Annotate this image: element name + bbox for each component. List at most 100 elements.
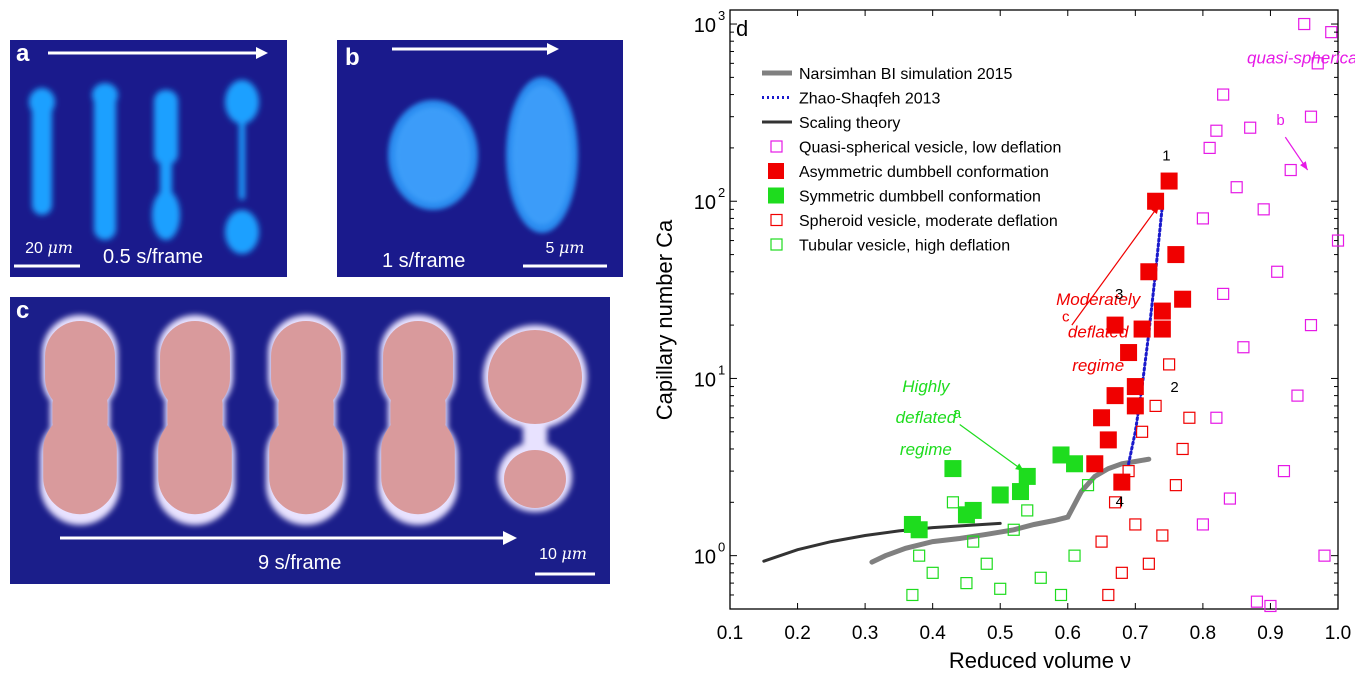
data-point-tubular-vesicle-high-deflation [967,535,980,548]
panel-b: b 5 μm 1 s/frame [337,40,623,277]
annotation-text: 2 [1170,379,1178,396]
data-point-spheroid-vesicle-moderate-deflation [1156,529,1169,542]
data-point-symmetric-dumbbell-conformation [991,486,1009,504]
data-point-quasi-spherical-vesicle-low-deflation [1250,595,1264,608]
legend-filled-square-icon [768,187,784,204]
data-point-symmetric-dumbbell-conformation [964,501,982,519]
data-point-tubular-vesicle-high-deflation [913,549,926,562]
data-point-asymmetric-dumbbell-conformation [1126,378,1144,396]
panel-c-label: c [16,297,30,324]
data-point-asymmetric-dumbbell-conformation [1099,431,1117,449]
x-tick-label: 0.8 [1190,623,1216,644]
data-point-tubular-vesicle-high-deflation [994,582,1007,595]
x-tick-label: 0.1 [717,623,743,644]
data-point-spheroid-vesicle-moderate-deflation [1135,425,1149,438]
data-point-tubular-vesicle-high-deflation [960,577,973,590]
data-point-spheroid-vesicle-moderate-deflation [1183,411,1196,424]
legend: Narsimhan BI simulation 2015 Zhao-Shaqfeh… [762,66,1061,255]
legend-label: Tubular vesicle, high deflation [799,238,1010,255]
panel-b-scale-value: 5 [545,240,555,257]
panel-c-scale-label: 10 μm [528,544,598,564]
data-point-symmetric-dumbbell-conformation [910,521,928,539]
y-tick-label: 10 [694,369,716,391]
annotation-text: deflated [896,408,957,427]
annotation-arrowhead [1151,205,1159,214]
data-point-quasi-spherical-vesicle-low-deflation [1210,411,1223,424]
annotation-text: regime [1072,356,1124,375]
panel-b-frame-rate: 1 s/frame [382,250,466,272]
data-point-quasi-spherical-vesicle-low-deflation [1331,234,1345,247]
legend-label: Scaling theory [799,115,900,132]
data-point-spheroid-vesicle-moderate-deflation [1108,496,1122,509]
data-point-tubular-vesicle-high-deflation [1007,523,1020,536]
data-point-tubular-vesicle-high-deflation [1054,588,1068,602]
panel-a-image [14,47,268,268]
data-point-quasi-spherical-vesicle-low-deflation [1210,124,1223,137]
legend-label: Narsimhan BI simulation 2015 [799,66,1013,83]
data-point-asymmetric-dumbbell-conformation [1167,246,1185,264]
data-point-spheroid-vesicle-moderate-deflation [1102,588,1115,602]
data-point-asymmetric-dumbbell-conformation [1106,387,1124,405]
data-point-spheroid-vesicle-moderate-deflation [1095,535,1108,548]
data-point-spheroid-vesicle-moderate-deflation [1142,557,1155,570]
data-point-quasi-spherical-vesicle-low-deflation [1217,287,1230,300]
annotation-arrowhead [1015,463,1024,472]
plot-frame [729,9,1339,610]
data-point-asymmetric-dumbbell-conformation [1147,192,1165,210]
data-point-tubular-vesicle-high-deflation [1081,479,1095,492]
annotation-text: 4 [1116,493,1124,510]
y-tick-exponent: 2 [718,185,725,200]
panel-a-scale-unit: μm [47,238,73,257]
annotation-text: 3 [1115,286,1123,303]
data-point-quasi-spherical-vesicle-low-deflation [1304,319,1318,332]
legend-filled-square-icon [768,163,784,179]
data-point-quasi-spherical-vesicle-low-deflation [1298,17,1311,31]
panel-a-scale-label: 20 μm [14,238,84,258]
data-point-tubular-vesicle-high-deflation [926,566,939,579]
panel-d-label: d [736,16,748,41]
x-tick-label: 0.2 [784,623,810,644]
data-point-quasi-spherical-vesicle-low-deflation [1277,465,1291,478]
data-point-symmetric-dumbbell-conformation [1052,446,1070,464]
series-line-scaling-theory [762,521,1002,563]
annotation-text: b [1276,112,1284,129]
panel-b-scale-unit: μm [558,238,585,257]
data-point-quasi-spherical-vesicle-low-deflation [1284,163,1297,177]
annotation-arrow [959,423,1025,472]
annotation-text: deflated [1068,323,1129,342]
data-point-quasi-spherical-vesicle-low-deflation [1223,492,1237,505]
legend-label: Quasi-spherical vesicle, low deflation [799,140,1061,157]
data-point-quasi-spherical-vesicle-low-deflation [1244,121,1257,134]
data-point-spheroid-vesicle-moderate-deflation [1176,442,1189,456]
data-point-quasi-spherical-vesicle-low-deflation [1257,203,1270,216]
data-point-quasi-spherical-vesicle-low-deflation [1196,518,1209,531]
data-point-tubular-vesicle-high-deflation [1068,549,1081,562]
data-point-spheroid-vesicle-moderate-deflation [1169,479,1182,492]
data-point-spheroid-vesicle-moderate-deflation [1163,358,1176,371]
data-point-asymmetric-dumbbell-conformation [1133,320,1151,338]
annotation-text: a [953,405,962,422]
data-point-quasi-spherical-vesicle-low-deflation [1264,599,1277,613]
panel-c-scale-value: 10 [539,546,557,563]
annotation-text: c [1062,308,1070,325]
data-point-tubular-vesicle-high-deflation [1034,571,1047,584]
data-point-tubular-vesicle-high-deflation [946,496,960,509]
x-tick-label: 0.3 [852,623,878,644]
x-tick-label: 0.9 [1257,623,1283,644]
annotation-arrowhead [1300,161,1308,171]
annotation-text: quasi-spherical [1247,48,1355,67]
data-point-quasi-spherical-vesicle-low-deflation [1291,389,1304,402]
panel-a-frame-rate: 0.5 s/frame [103,246,204,268]
data-point-asymmetric-dumbbell-conformation [1174,290,1192,308]
data-point-quasi-spherical-vesicle-low-deflation [1318,549,1331,562]
y-tick-label: 10 [694,192,716,214]
x-tick-label: 0.7 [1122,623,1148,644]
panel-a-scale-value: 20 [25,240,43,257]
annotation-text: Highly [902,377,951,396]
panel-c-scale-unit: μm [561,544,587,563]
y-tick-exponent: 0 [718,540,725,555]
data-point-asymmetric-dumbbell-conformation [1160,172,1178,190]
data-point-asymmetric-dumbbell-conformation [1093,409,1111,427]
annotation-text: 1 [1162,147,1170,164]
x-tick-label: 0.4 [919,623,946,644]
